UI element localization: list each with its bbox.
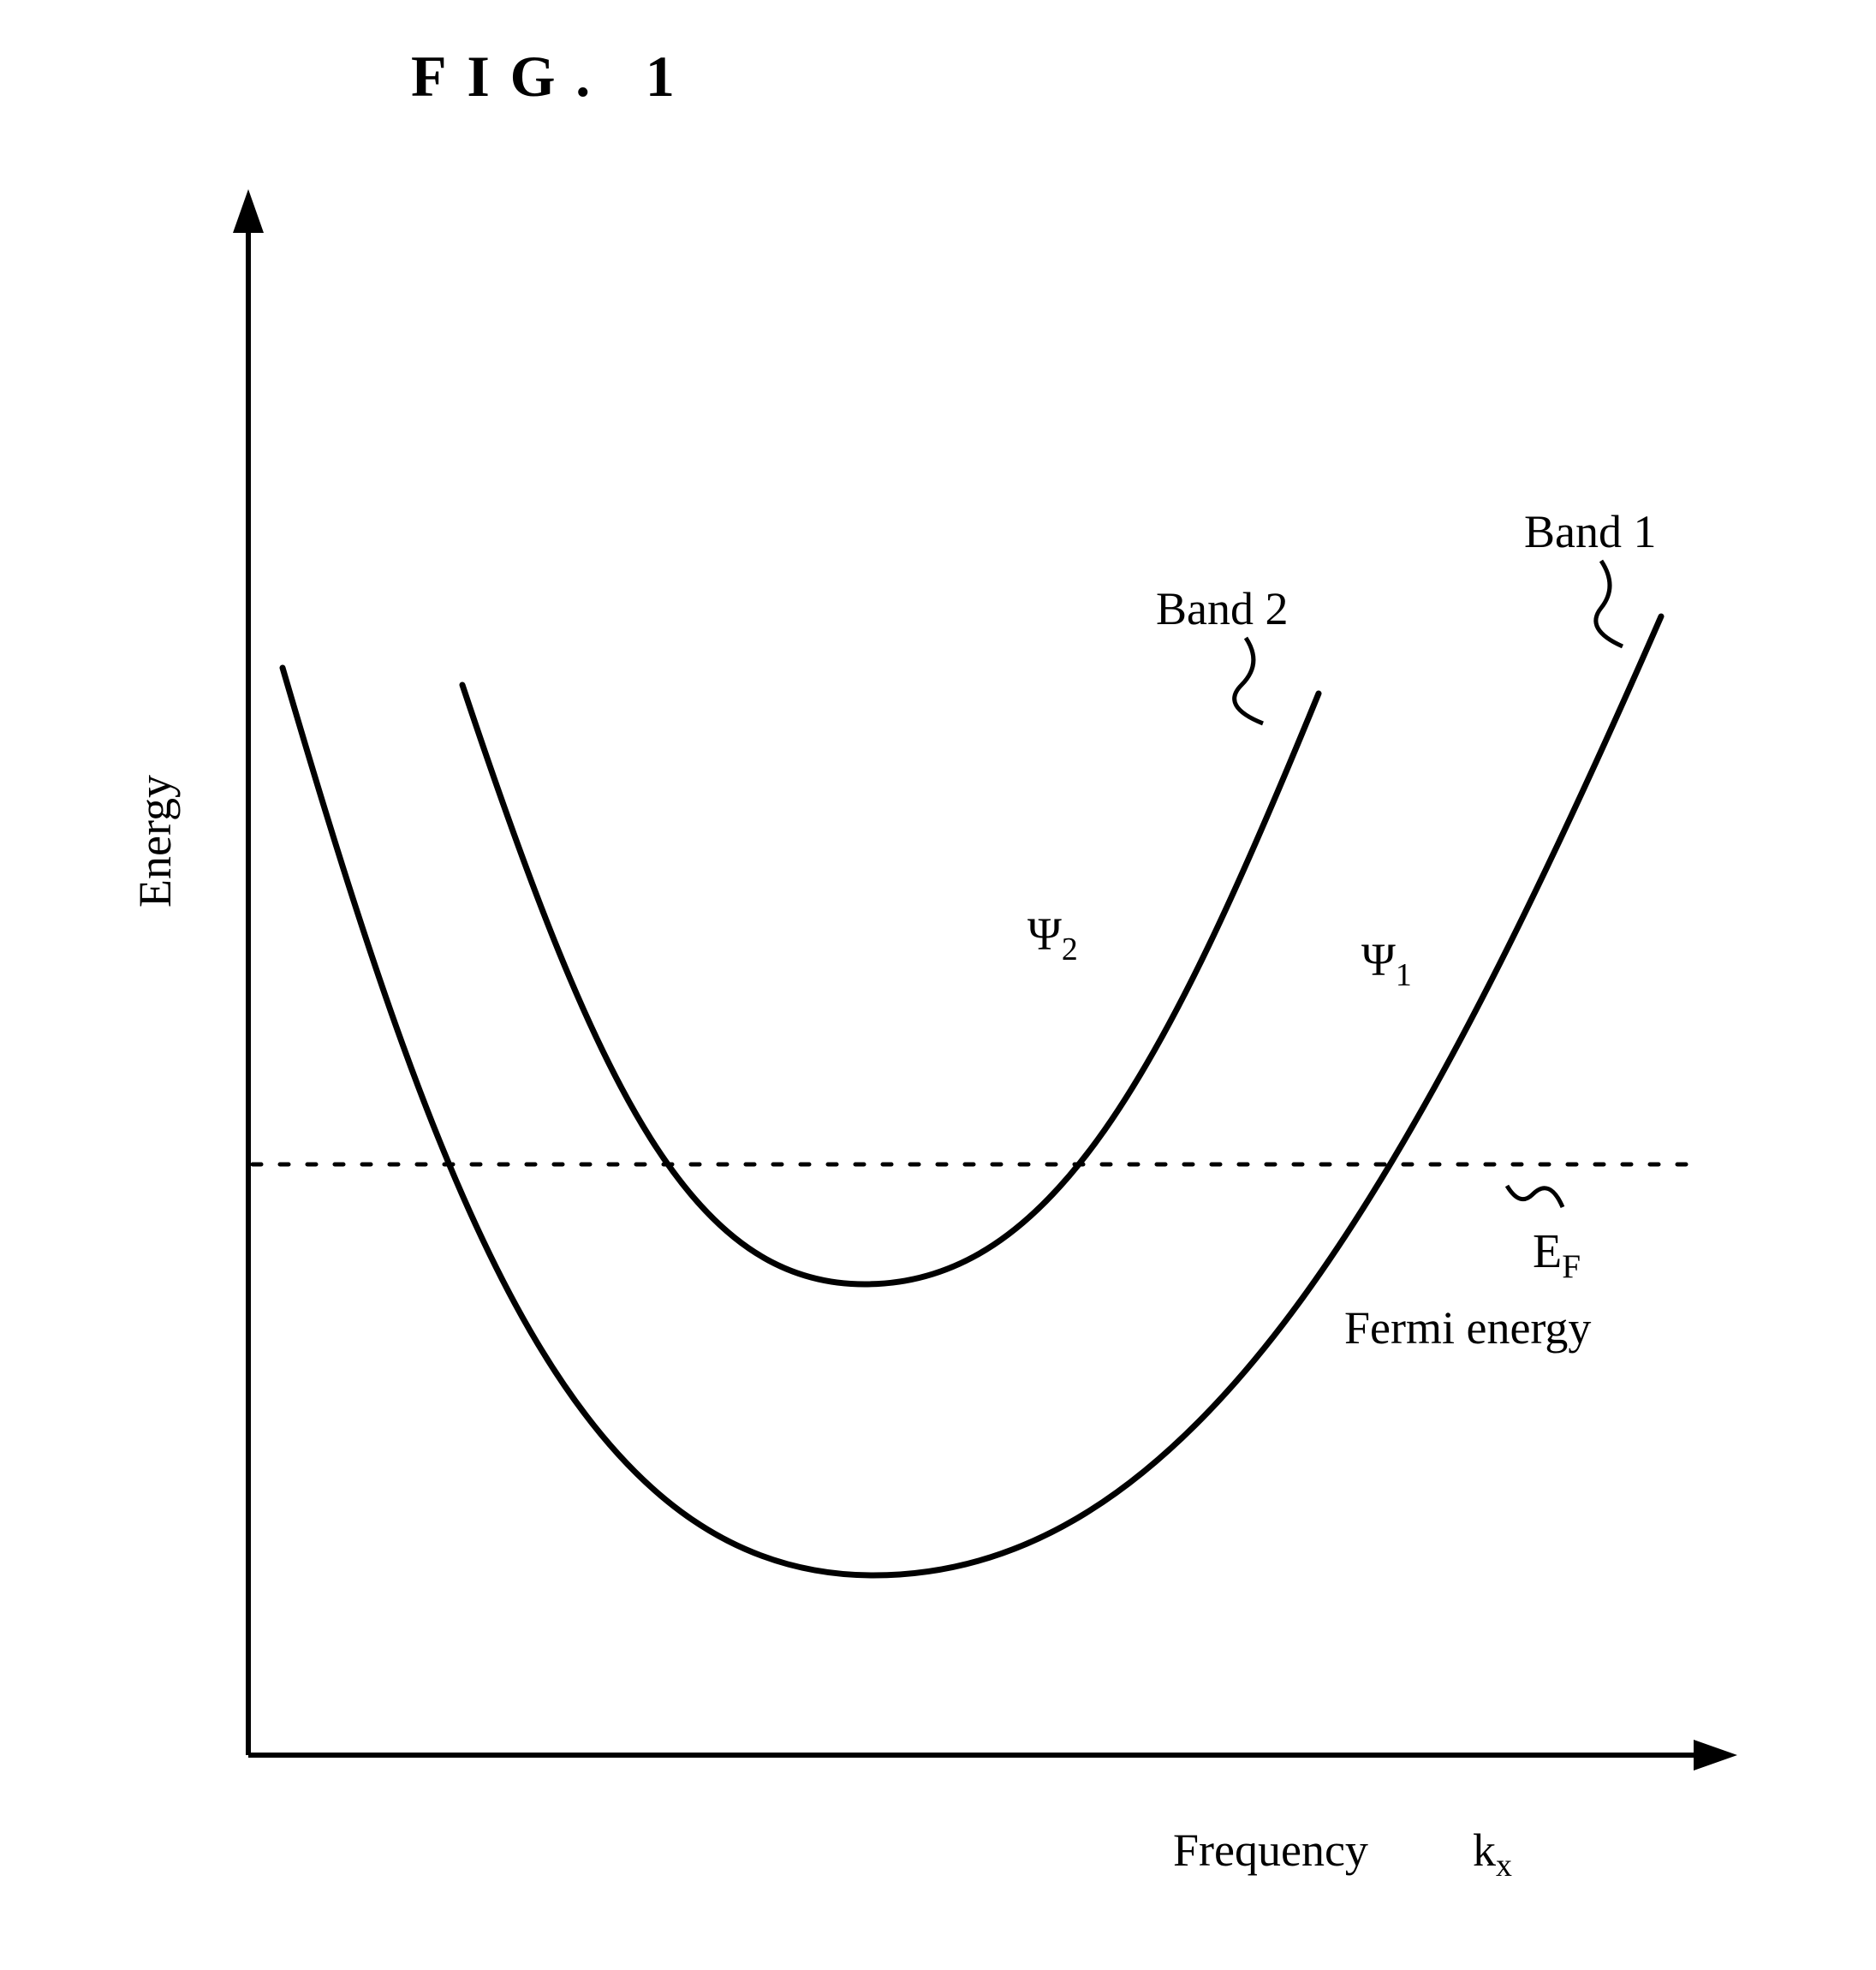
x-axis-label: Frequency (1173, 1824, 1368, 1877)
y-axis-label: Energy (128, 775, 182, 908)
psi-1-label: Ψ1 (1361, 933, 1412, 994)
fermi-energy-label: Fermi energy (1344, 1301, 1591, 1354)
band-1-label: Band 1 (1524, 505, 1657, 558)
fermi-energy-symbol: EF (1533, 1224, 1581, 1286)
x-axis-symbol: kx (1473, 1824, 1512, 1884)
plot-canvas (0, 0, 1876, 1970)
psi-2-label: Ψ2 (1027, 908, 1078, 968)
band-2-label: Band 2 (1156, 582, 1289, 635)
